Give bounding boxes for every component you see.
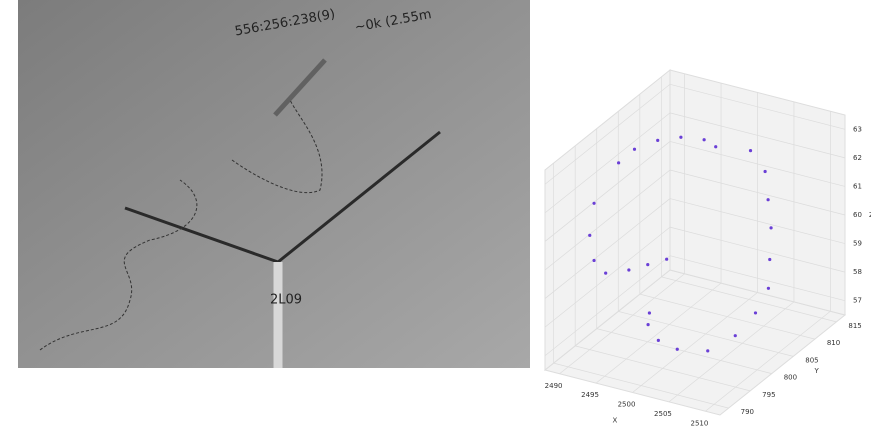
y-tick-label: 800	[784, 374, 797, 382]
z-tick-label: 62	[853, 154, 862, 162]
point	[665, 258, 668, 261]
z-tick-label: 58	[853, 268, 862, 276]
y-tick-label: 810	[827, 339, 840, 347]
y-tick-label: 805	[805, 356, 818, 364]
point	[676, 348, 679, 351]
point	[592, 202, 595, 205]
point	[734, 334, 737, 337]
point	[648, 311, 651, 314]
point	[588, 234, 591, 237]
z-tick-label: 63	[853, 125, 862, 133]
x-tick-label: 2490	[545, 382, 563, 390]
point	[646, 323, 649, 326]
scatter-3d: 2490 2495 2500 2505 2510 790 795 800 805 810 815 57…	[545, 70, 871, 427]
x-tick-label: 2500	[618, 401, 636, 409]
photo: 556:256:238(9) ~0k (2.55m 2L09	[18, 0, 530, 368]
y-tick-label: 815	[848, 322, 861, 330]
point	[766, 198, 769, 201]
y-axis-label: Y	[814, 367, 820, 375]
point	[633, 148, 636, 151]
point	[592, 259, 595, 262]
point	[656, 139, 659, 142]
photo-label: 2L09	[270, 293, 302, 308]
point	[679, 136, 682, 139]
y-tick-label: 795	[762, 391, 775, 399]
x-axis-label: X	[613, 417, 618, 425]
point	[657, 339, 660, 342]
point	[627, 268, 630, 271]
point	[767, 287, 770, 290]
z-tick-label: 61	[853, 182, 862, 190]
z-tick-label: 57	[853, 297, 862, 305]
x-tick-label: 2505	[654, 410, 672, 418]
point	[714, 145, 717, 148]
figure: 556:256:238(9) ~0k (2.55m 2L09 249024952…	[0, 0, 871, 427]
point	[754, 311, 757, 314]
point	[604, 272, 607, 275]
point	[703, 138, 706, 141]
z-tick-label: 59	[853, 240, 862, 248]
y-tick-label: 790	[741, 408, 754, 416]
point	[764, 170, 767, 173]
point	[769, 226, 772, 229]
x-tick-label: 2495	[581, 391, 599, 399]
point	[646, 263, 649, 266]
x-tick-label: 2510	[691, 419, 709, 427]
point	[768, 258, 771, 261]
point	[749, 149, 752, 152]
point	[617, 161, 620, 164]
z-tick-label: 60	[853, 211, 862, 219]
point	[706, 349, 709, 352]
